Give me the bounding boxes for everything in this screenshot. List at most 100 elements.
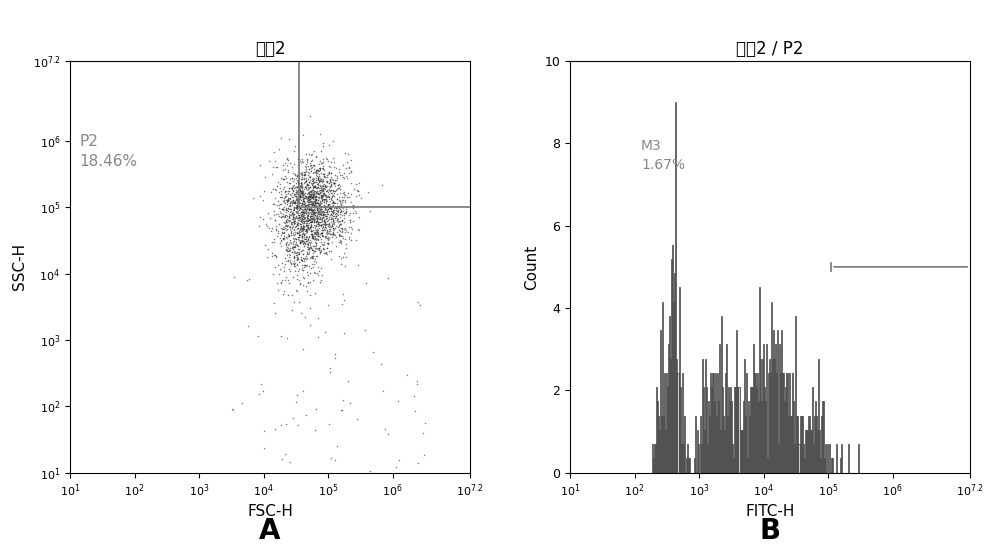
Point	[304, 246, 320, 255]
Point	[323, 181, 339, 190]
Point	[291, 172, 307, 181]
Point	[296, 233, 312, 242]
Point	[296, 216, 312, 225]
Point	[315, 222, 331, 231]
Point	[315, 181, 331, 190]
Point	[274, 211, 290, 220]
Point	[315, 188, 331, 197]
Point	[317, 173, 333, 182]
Point	[295, 208, 311, 217]
Point	[289, 274, 305, 283]
Point	[318, 205, 334, 214]
Point	[351, 212, 367, 221]
Point	[268, 251, 284, 260]
Point	[255, 386, 271, 395]
Point	[292, 237, 308, 246]
Point	[334, 215, 350, 224]
Bar	[722, 387, 723, 473]
Point	[309, 204, 325, 213]
Point	[309, 188, 325, 197]
Point	[324, 238, 340, 247]
Point	[301, 184, 317, 193]
Point	[299, 261, 315, 270]
Point	[304, 197, 320, 206]
Bar	[775, 344, 776, 473]
Point	[298, 205, 314, 214]
Point	[319, 193, 335, 202]
Point	[297, 201, 313, 210]
Point	[298, 176, 314, 185]
Point	[316, 202, 332, 211]
Point	[302, 212, 318, 221]
Point	[291, 184, 307, 193]
Point	[324, 192, 340, 201]
Point	[332, 189, 348, 198]
Point	[292, 237, 308, 246]
Point	[326, 208, 342, 217]
Point	[295, 210, 311, 219]
Point	[325, 207, 341, 216]
Point	[316, 217, 332, 226]
Point	[328, 233, 344, 242]
Point	[306, 175, 322, 183]
Point	[306, 214, 322, 222]
Point	[293, 220, 309, 229]
Point	[273, 224, 289, 233]
Point	[294, 232, 310, 241]
Point	[307, 246, 323, 255]
Point	[310, 180, 326, 189]
Point	[280, 196, 296, 205]
Bar	[779, 344, 780, 473]
Point	[319, 239, 335, 247]
Point	[297, 182, 313, 191]
Point	[317, 182, 333, 191]
Point	[301, 164, 317, 173]
Point	[290, 176, 306, 185]
Bar	[752, 387, 753, 473]
Point	[292, 186, 308, 195]
Point	[391, 456, 407, 465]
Point	[292, 195, 308, 203]
Point	[279, 242, 295, 251]
Point	[285, 205, 301, 214]
Point	[304, 156, 320, 165]
Point	[321, 168, 337, 177]
Point	[301, 219, 317, 228]
Point	[301, 178, 317, 187]
Point	[298, 183, 314, 192]
Point	[311, 211, 327, 220]
Point	[298, 262, 314, 271]
Point	[285, 217, 301, 226]
Point	[315, 163, 331, 172]
Point	[295, 280, 311, 289]
Point	[316, 188, 332, 197]
Point	[286, 205, 302, 214]
Point	[322, 368, 338, 376]
Point	[318, 234, 334, 242]
Point	[320, 187, 336, 196]
Point	[303, 206, 319, 215]
Point	[281, 240, 297, 249]
Point	[318, 247, 334, 256]
Point	[288, 173, 304, 182]
Point	[289, 214, 305, 223]
Point	[307, 244, 323, 253]
Point	[311, 266, 327, 275]
Point	[284, 242, 300, 251]
Point	[324, 220, 340, 229]
Point	[342, 399, 358, 408]
Point	[324, 221, 340, 230]
Point	[278, 192, 294, 201]
Point	[288, 194, 304, 203]
Point	[309, 205, 325, 214]
Point	[307, 232, 323, 241]
Point	[270, 286, 286, 295]
Point	[305, 192, 321, 201]
Point	[290, 176, 306, 185]
Point	[284, 183, 300, 192]
Point	[298, 165, 314, 173]
Point	[333, 232, 349, 241]
Point	[323, 223, 339, 232]
Point	[298, 225, 314, 234]
Point	[317, 232, 333, 241]
